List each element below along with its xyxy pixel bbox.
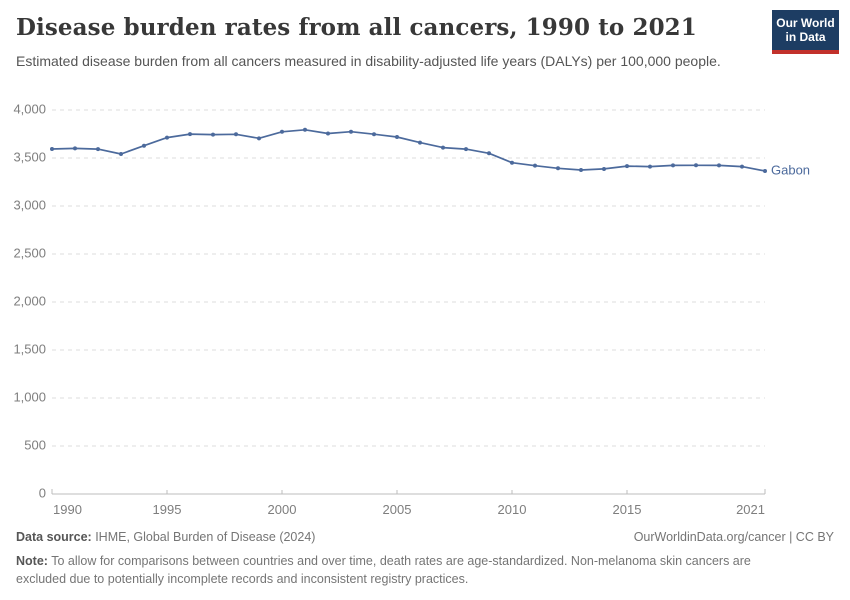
footnote: Note: To allow for comparisons between c…	[16, 552, 788, 588]
owid-logo[interactable]: Our World in Data	[772, 10, 839, 54]
y-tick-label: 1,000	[13, 389, 46, 404]
y-tick-label: 1,500	[13, 341, 46, 356]
owid-logo-line1: Our World	[776, 16, 835, 30]
data-point[interactable]	[73, 146, 77, 151]
data-point[interactable]	[717, 163, 721, 168]
data-point[interactable]	[119, 151, 123, 156]
x-tick-label: 2005	[383, 502, 412, 517]
data-point[interactable]	[533, 163, 537, 168]
data-point[interactable]	[50, 146, 54, 151]
data-point[interactable]	[211, 132, 215, 137]
owid-logo-red-bar	[772, 49, 839, 54]
data-point[interactable]	[142, 143, 146, 148]
data-source-label: Data source:	[16, 530, 92, 544]
data-point[interactable]	[257, 136, 261, 141]
y-tick-label: 2,000	[13, 293, 46, 308]
data-point[interactable]	[441, 145, 445, 150]
y-tick-label: 4,000	[13, 101, 46, 116]
y-tick-label: 0	[39, 485, 46, 500]
data-source-text: Data source: IHME, Global Burden of Dise…	[16, 528, 315, 546]
y-tick-label: 500	[24, 437, 46, 452]
data-point[interactable]	[694, 163, 698, 168]
data-point[interactable]	[234, 132, 238, 137]
data-point[interactable]	[579, 168, 583, 172]
footnote-label: Note:	[16, 554, 48, 569]
data-point[interactable]	[763, 168, 767, 173]
x-tick-label: 1990	[53, 502, 82, 517]
data-point[interactable]	[96, 147, 100, 152]
data-point[interactable]	[671, 163, 675, 168]
chart-footer: Data source: IHME, Global Burden of Dise…	[0, 528, 850, 588]
owid-logo-text: Our World in Data	[772, 10, 839, 50]
data-point[interactable]	[165, 135, 169, 140]
series-line[interactable]	[51, 128, 766, 172]
chart-subtitle: Estimated disease burden from all cancer…	[16, 53, 721, 69]
x-tick-label: 1995	[153, 502, 182, 517]
data-point[interactable]	[625, 164, 629, 169]
data-point[interactable]	[280, 129, 284, 134]
x-tick-label: 2015	[613, 502, 642, 517]
data-point[interactable]	[740, 164, 744, 169]
data-point[interactable]	[602, 166, 606, 171]
y-tick-label: 2,500	[13, 245, 46, 260]
x-tick-label: 2021	[736, 502, 765, 517]
data-point[interactable]	[188, 132, 192, 137]
data-point[interactable]	[418, 140, 422, 145]
page-title: Disease burden rates from all cancers, 1…	[16, 14, 697, 41]
data-point[interactable]	[487, 151, 491, 156]
data-point[interactable]	[395, 134, 399, 139]
line-chart-canvas[interactable]: 0 500 1,000 1,500 2,000 2,500 3,000 3,500 4,000 1…	[0, 85, 850, 530]
footnote-text: To allow for comparisons between countri…	[16, 554, 751, 587]
data-source-value: IHME, Global Burden of Disease (2024)	[91, 530, 316, 544]
data-point[interactable]	[648, 164, 652, 169]
data-point[interactable]	[372, 132, 376, 137]
data-point[interactable]	[326, 131, 330, 136]
data-point[interactable]	[510, 160, 514, 165]
y-tick-label: 3,500	[13, 149, 46, 164]
data-point[interactable]	[303, 127, 307, 132]
y-tick-label: 3,000	[13, 197, 46, 212]
x-tick-label: 2000	[268, 502, 297, 517]
data-point[interactable]	[464, 147, 468, 152]
x-tick-label: 2010	[498, 502, 527, 517]
entity-label: Gabon	[771, 162, 810, 177]
license-link[interactable]: OurWorldinData.org/cancer | CC BY	[633, 530, 834, 544]
owid-logo-line2: in Data	[785, 30, 826, 45]
data-point[interactable]	[556, 166, 560, 171]
data-point[interactable]	[349, 129, 353, 134]
